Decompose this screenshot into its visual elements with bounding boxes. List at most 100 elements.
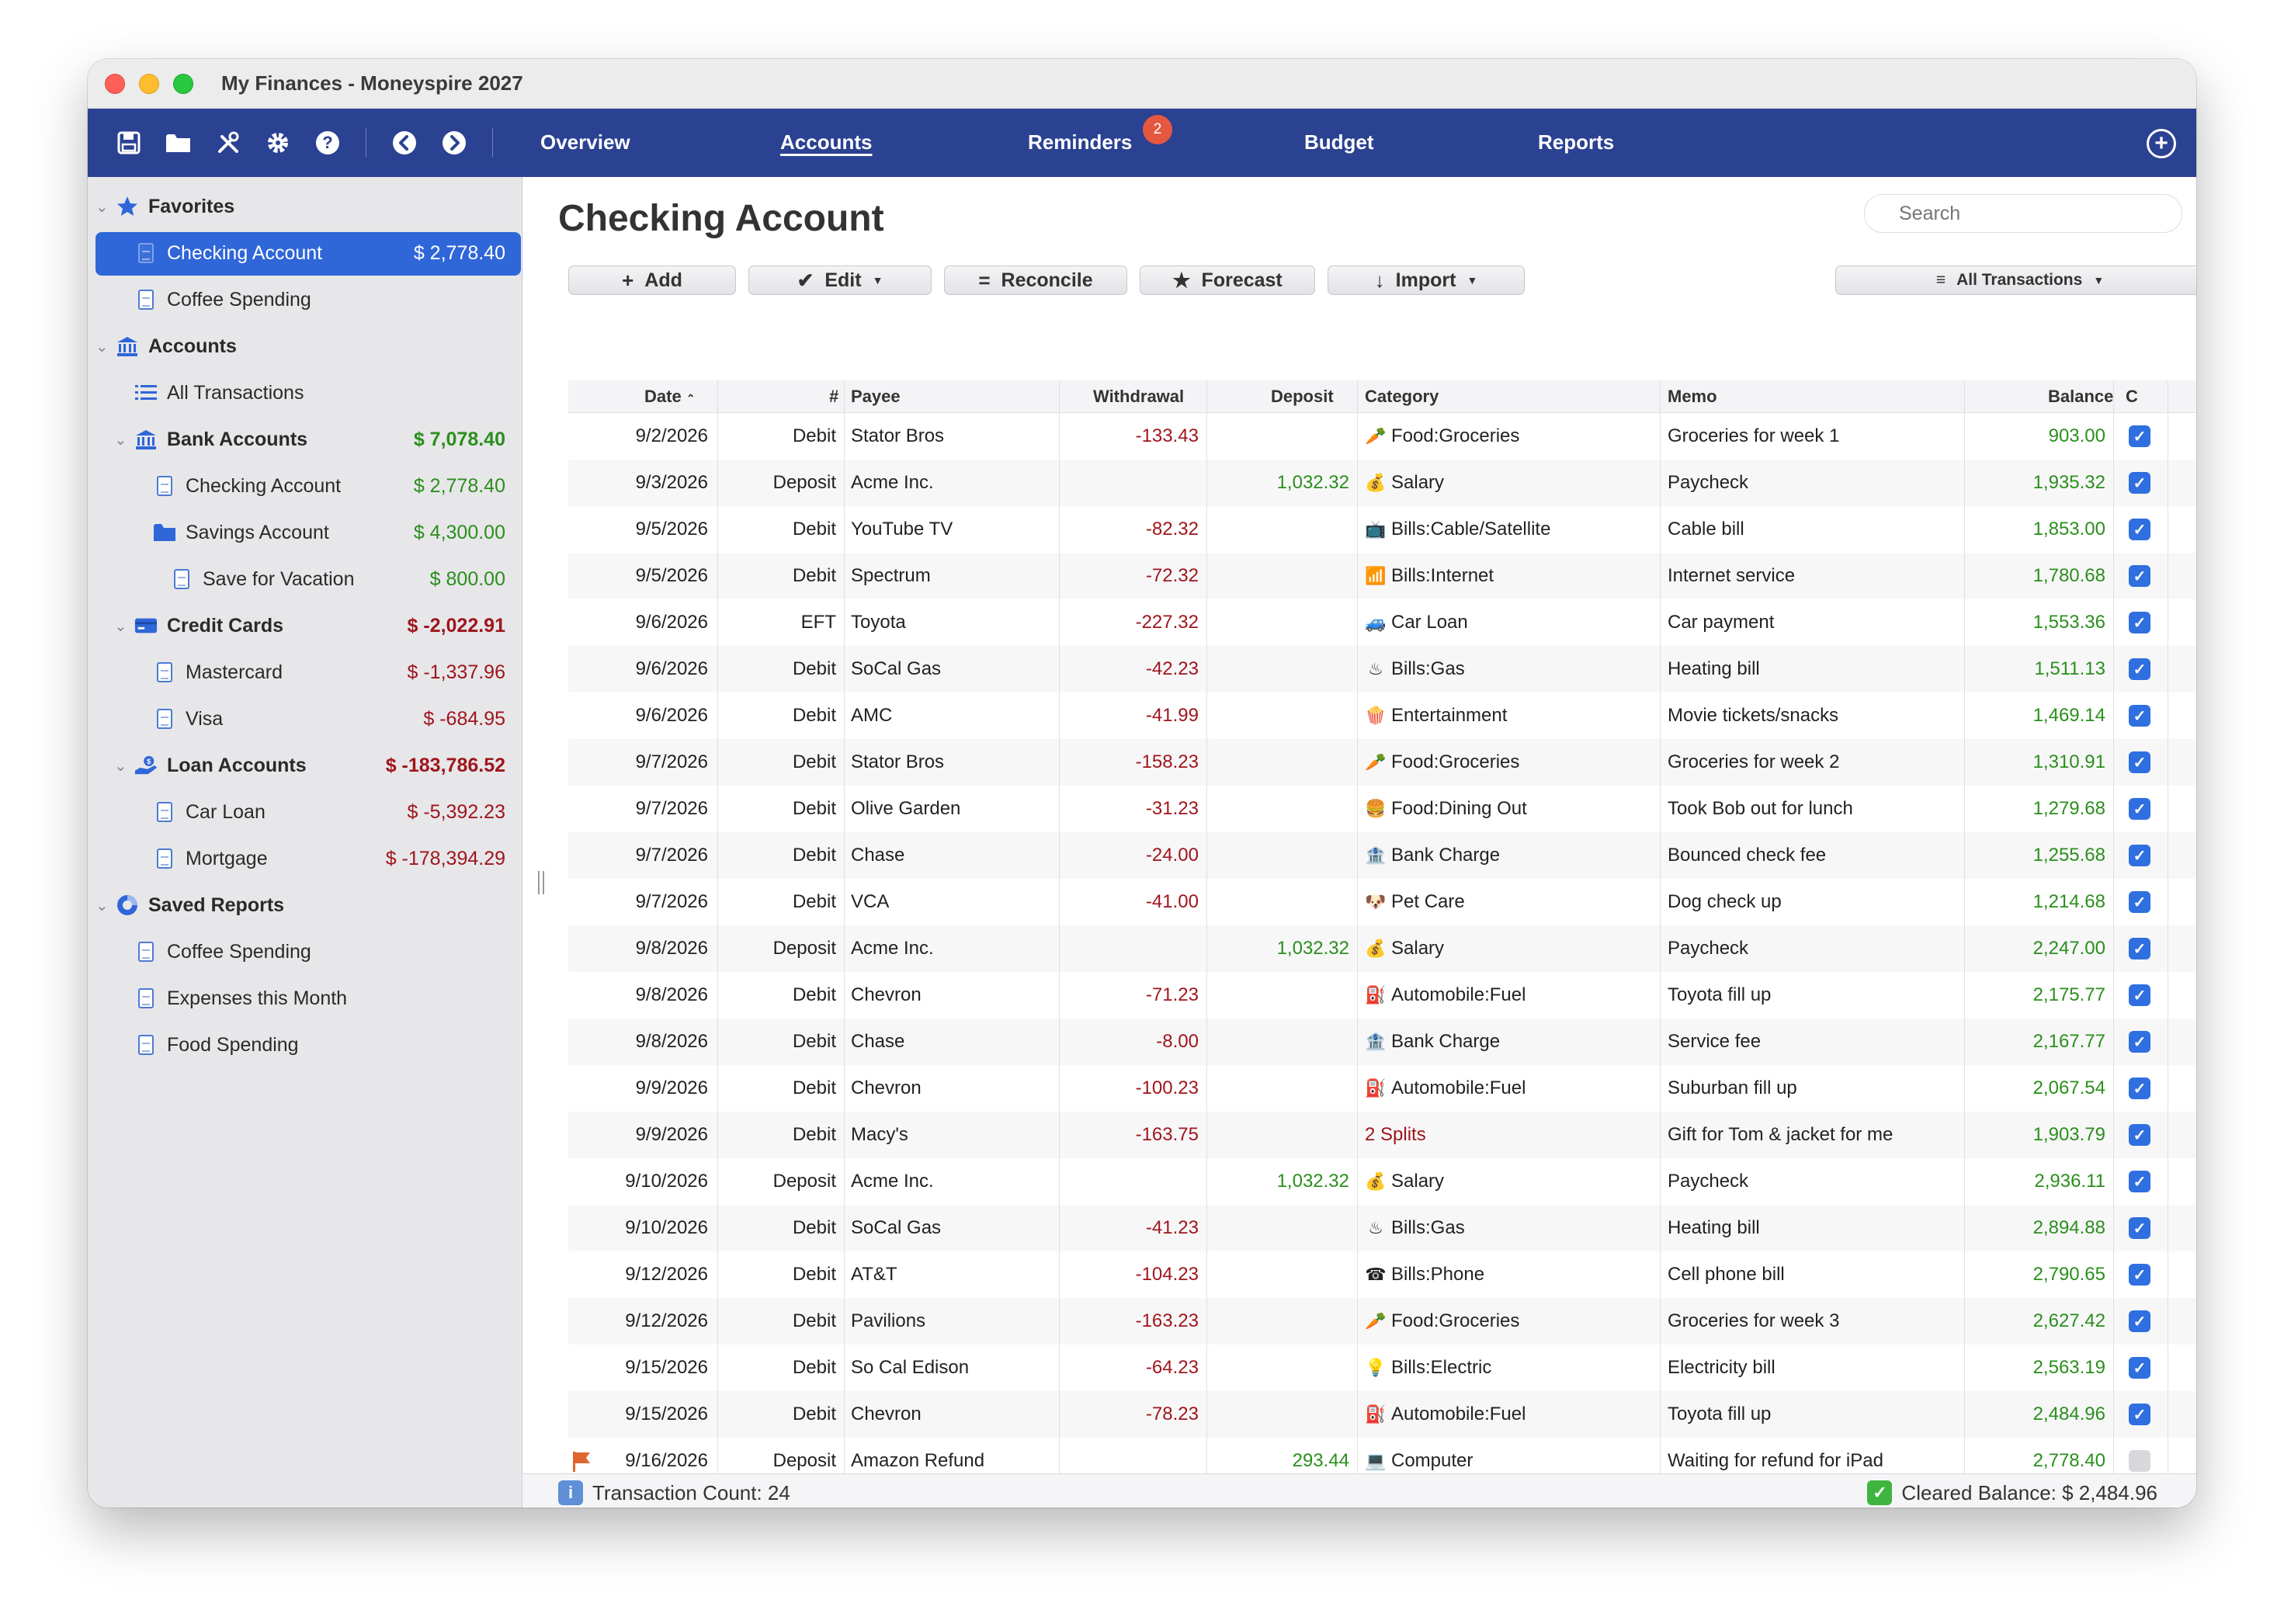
table-row[interactable]: 9/7/2026 Debit Stator Bros -158.23 🥕 Food:Gro… <box>568 739 2196 786</box>
sidebar-item-favorite-checking[interactable]: Checking Account $ 2,778.40 <box>88 230 522 276</box>
sidebar-item-all-transactions[interactable]: All Transactions <box>88 370 522 416</box>
column-header-category[interactable]: Category <box>1365 387 1439 406</box>
table-row[interactable]: 9/6/2026 Debit SoCal Gas -42.23 ♨ Bills:Gas He… <box>568 646 2196 692</box>
zoom-button[interactable] <box>173 73 193 94</box>
sidebar-item-visa[interactable]: Visa $ -684.95 <box>88 696 522 742</box>
table-row[interactable]: 9/6/2026 EFT Toyota -227.32 🚙 Car Loan Car pay… <box>568 599 2196 646</box>
table-row[interactable]: 9/8/2026 Debit Chevron -71.23 ⛽ Automobile:Fu… <box>568 972 2196 1018</box>
import-button[interactable]: ↓ Import ▼ <box>1328 265 1525 295</box>
cleared-checkbox[interactable]: ✓ <box>2129 984 2150 1006</box>
tab-budget[interactable]: Budget <box>1304 130 1374 154</box>
gear-icon[interactable] <box>263 128 293 158</box>
table-row[interactable]: 9/2/2026 Debit Stator Bros -133.43 🥕 Food:Gro… <box>568 413 2196 460</box>
folder-icon[interactable] <box>164 128 193 158</box>
forecast-button[interactable]: ★ Forecast <box>1140 265 1315 295</box>
column-header-balance[interactable]: Balance <box>2048 387 2114 406</box>
table-row[interactable]: 9/3/2026 Deposit Acme Inc. 1,032.32 💰 Salary P… <box>568 460 2196 506</box>
chevron-down-icon[interactable]: ⌄ <box>114 431 127 449</box>
table-row[interactable]: 9/15/2026 Debit Chevron -78.23 ⛽ Automobile:F… <box>568 1391 2196 1438</box>
table-row[interactable]: 9/10/2026 Debit SoCal Gas -41.23 ♨ Bills:Gas H… <box>568 1205 2196 1251</box>
column-header-date[interactable]: Date ⌃ <box>644 387 696 406</box>
sidebar-item-mortgage[interactable]: Mortgage $ -178,394.29 <box>88 835 522 882</box>
forward-icon[interactable] <box>439 128 469 158</box>
sidebar-item-report-expenses-this-month[interactable]: Expenses this Month <box>88 975 522 1022</box>
edit-button[interactable]: ✔ Edit ▼ <box>748 265 932 295</box>
cleared-checkbox[interactable]: ✓ <box>2129 1404 2150 1425</box>
cleared-checkbox[interactable]: ✓ <box>2129 891 2150 913</box>
cleared-checkbox[interactable]: ✓ <box>2129 798 2150 820</box>
cleared-checkbox[interactable]: ✓ <box>2129 612 2150 633</box>
cleared-checkbox[interactable]: ✓ <box>2129 1031 2150 1053</box>
cleared-checkbox[interactable]: ✓ <box>2129 845 2150 866</box>
table-row[interactable]: 9/7/2026 Debit Olive Garden -31.23 🍔 Food:Din… <box>568 786 2196 832</box>
column-header-withdrawal[interactable]: Withdrawal <box>1093 387 1185 406</box>
sidebar-item-savings-account[interactable]: Savings Account $ 4,300.00 <box>88 509 522 556</box>
cleared-checkbox[interactable]: ✓ <box>2129 1310 2150 1332</box>
tools-icon[interactable] <box>213 128 243 158</box>
cleared-checkbox[interactable]: ✓ <box>2129 1264 2150 1286</box>
cleared-checkbox[interactable]: ✓ <box>2129 425 2150 447</box>
table-row[interactable]: 9/7/2026 Debit Chase -24.00 🏦 Bank Charge Boun… <box>568 832 2196 879</box>
sidebar-item-checking-account[interactable]: Checking Account $ 2,778.40 <box>88 463 522 509</box>
sidebar-section-saved-reports[interactable]: ⌄ Saved Reports <box>95 894 285 916</box>
cleared-checkbox[interactable]: ✓ <box>2129 1124 2150 1146</box>
cleared-checkbox[interactable]: ✓ <box>2129 1217 2150 1239</box>
minimize-button[interactable] <box>139 73 159 94</box>
sidebar-item-mastercard[interactable]: Mastercard $ -1,337.96 <box>88 649 522 696</box>
cleared-checkbox[interactable]: ✓ <box>2129 658 2150 680</box>
sidebar-item-coffee-spending[interactable]: Coffee Spending <box>88 276 522 323</box>
chevron-down-icon[interactable]: ⌄ <box>95 198 109 216</box>
table-row[interactable]: 9/16/2026 Deposit Amazon Refund 293.44 💻 Comp… <box>568 1438 2196 1484</box>
chevron-down-icon[interactable]: ⌄ <box>95 897 109 914</box>
back-icon[interactable] <box>390 128 419 158</box>
tab-overview[interactable]: Overview <box>540 130 630 154</box>
table-row[interactable]: 9/12/2026 Debit Pavilions -163.23 🥕 Food:Groc… <box>568 1298 2196 1345</box>
table-row[interactable]: 9/9/2026 Debit Macy's -163.75 2 Splits Gift f… <box>568 1112 2196 1158</box>
column-header-memo[interactable]: Memo <box>1668 387 1717 406</box>
table-row[interactable]: 9/6/2026 Debit AMC -41.99 🍿 Entertainment Movi… <box>568 692 2196 739</box>
table-row[interactable]: 9/8/2026 Debit Chase -8.00 🏦 Bank Charge Servi… <box>568 1018 2196 1065</box>
cleared-checkbox[interactable]: ✓ <box>2129 938 2150 959</box>
tab-accounts[interactable]: Accounts <box>780 130 873 154</box>
sidebar-group-loan-accounts[interactable]: ⌄ $ Loan Accounts $ -183,786.52 <box>114 754 505 776</box>
table-row[interactable]: 9/10/2026 Deposit Acme Inc. 1,032.32 💰 Salary… <box>568 1158 2196 1205</box>
cleared-checkbox[interactable]: ✓ <box>2129 519 2150 540</box>
chevron-down-icon[interactable]: ⌄ <box>95 338 109 356</box>
table-row[interactable]: 9/12/2026 Debit AT&T -104.23 ☎ Bills:Phone Cel… <box>568 1251 2196 1298</box>
add-circle-icon[interactable]: + <box>2147 129 2176 158</box>
column-header-cleared[interactable]: C <box>2126 387 2138 406</box>
table-row[interactable]: 9/7/2026 Debit VCA -41.00 🐶 Pet Care Dog check… <box>568 879 2196 925</box>
sidebar-section-accounts[interactable]: ⌄ Accounts <box>95 335 237 357</box>
column-header-number[interactable]: # <box>829 387 839 406</box>
cleared-checkbox[interactable]: ✓ <box>2129 751 2150 773</box>
cleared-checkbox[interactable]: ✓ <box>2129 1450 2150 1472</box>
add-button[interactable]: + Add <box>568 265 736 295</box>
table-row[interactable]: 9/5/2026 Debit Spectrum -72.32 📶 Bills:Intern… <box>568 553 2196 599</box>
tab-reminders[interactable]: Reminders <box>1028 130 1133 154</box>
sidebar-item-save-for-vacation[interactable]: Save for Vacation $ 800.00 <box>88 556 522 602</box>
chevron-down-icon[interactable]: ⌄ <box>114 757 127 775</box>
table-row[interactable]: 9/8/2026 Deposit Acme Inc. 1,032.32 💰 Salary P… <box>568 925 2196 972</box>
sidebar-item-report-food-spending[interactable]: Food Spending <box>88 1022 522 1068</box>
cleared-checkbox[interactable]: ✓ <box>2129 565 2150 587</box>
sidebar-resize-handle[interactable] <box>538 871 544 894</box>
cleared-checkbox[interactable]: ✓ <box>2129 705 2150 727</box>
table-row[interactable]: 9/9/2026 Debit Chevron -100.23 ⛽ Automobile:F… <box>568 1065 2196 1112</box>
sidebar-group-bank-accounts[interactable]: ⌄ Bank Accounts $ 7,078.40 <box>114 428 505 450</box>
cleared-checkbox[interactable]: ✓ <box>2129 1357 2150 1379</box>
reconcile-button[interactable]: = Reconcile <box>944 265 1127 295</box>
flag-icon[interactable] <box>571 1450 592 1477</box>
column-header-deposit[interactable]: Deposit <box>1271 387 1334 406</box>
filter-dropdown[interactable]: ≡ All Transactions ▼ <box>1835 265 2196 295</box>
help-icon[interactable]: ? <box>313 128 342 158</box>
tab-reports[interactable]: Reports <box>1538 130 1615 154</box>
cleared-checkbox[interactable]: ✓ <box>2129 1171 2150 1192</box>
sidebar-section-favorites[interactable]: ⌄ Favorites <box>95 195 235 217</box>
sidebar-group-credit-cards[interactable]: ⌄ Credit Cards $ -2,022.91 <box>114 614 505 637</box>
table-row[interactable]: 9/5/2026 Debit YouTube TV -82.32 📺 Bills:Cabl… <box>568 506 2196 553</box>
sidebar-item-report-coffee-spending[interactable]: Coffee Spending <box>88 928 522 975</box>
sidebar-item-car-loan[interactable]: Car Loan $ -5,392.23 <box>88 789 522 835</box>
search-input[interactable] <box>1864 194 2182 233</box>
save-icon[interactable] <box>114 128 144 158</box>
cleared-checkbox[interactable]: ✓ <box>2129 472 2150 494</box>
